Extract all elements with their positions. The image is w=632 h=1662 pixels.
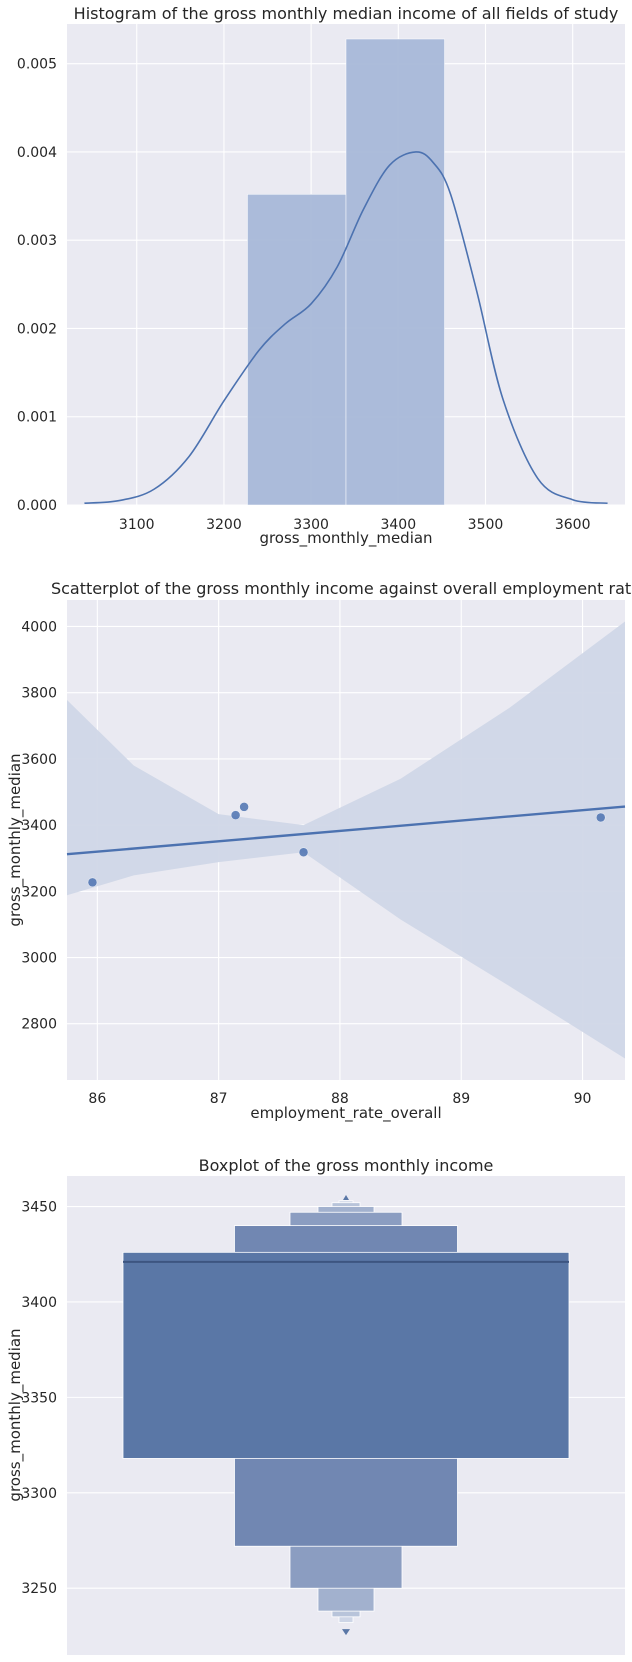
x-tick-label: 3100 bbox=[119, 517, 155, 533]
x-tick-label: 86 bbox=[88, 1091, 106, 1107]
scatter-title: Scatterplot of the gross monthly income … bbox=[51, 579, 632, 598]
y-tick-label: 3250 bbox=[21, 1581, 57, 1597]
x-tick-label: 3500 bbox=[468, 517, 504, 533]
scatter-point bbox=[230, 810, 241, 820]
outlier-marker bbox=[342, 1629, 350, 1636]
y-tick-label: 3000 bbox=[21, 951, 57, 967]
histogram-bar bbox=[345, 38, 445, 506]
boxen-boxes bbox=[122, 1194, 570, 1636]
scatter-y-ticks: 2800 3000 3200 3400 3600 3800 4000 bbox=[21, 619, 57, 1032]
scatter-point bbox=[298, 847, 309, 857]
x-tick-label: 3600 bbox=[555, 517, 591, 533]
y-tick-label: 4000 bbox=[21, 619, 57, 635]
confidence-band-layer bbox=[67, 621, 625, 1059]
histogram-bar bbox=[247, 194, 347, 506]
scatter-points bbox=[87, 802, 606, 888]
scatter-point bbox=[239, 802, 249, 812]
histogram-title: Histogram of the gross monthly median in… bbox=[74, 4, 619, 23]
histogram-chart: Histogram of the gross monthly median in… bbox=[17, 4, 625, 548]
y-tick-label: 3350 bbox=[21, 1390, 57, 1406]
scatter-x-ticks: 86 87 88 89 90 bbox=[88, 1091, 591, 1107]
y-tick-label: 3800 bbox=[21, 686, 57, 702]
boxplot-chart: Boxplot of the gross monthly income 3250… bbox=[6, 1156, 625, 1655]
y-tick-label: 3400 bbox=[21, 1295, 57, 1311]
scatter-x-label: employment_rate_overall bbox=[250, 1104, 441, 1123]
y-tick-label: 0.003 bbox=[17, 233, 57, 249]
histogram-bars bbox=[247, 38, 445, 506]
y-tick-label: 0.002 bbox=[17, 321, 57, 337]
scatter-chart: Scatterplot of the gross monthly income … bbox=[6, 579, 632, 1123]
x-tick-label: 3400 bbox=[380, 517, 416, 533]
y-tick-label: 3450 bbox=[21, 1200, 57, 1216]
boxplot-y-label: gross_monthly_median bbox=[6, 1328, 25, 1501]
x-tick-label: 87 bbox=[210, 1091, 228, 1107]
y-tick-label: 0.004 bbox=[17, 145, 57, 161]
regression-line bbox=[66, 805, 626, 856]
y-tick-label: 3400 bbox=[21, 818, 57, 834]
y-tick-label: 0.005 bbox=[17, 57, 57, 73]
boxplot-y-ticks: 3250 3300 3350 3400 3450 bbox=[21, 1200, 57, 1598]
kde-curve-layer bbox=[84, 151, 608, 505]
histogram-y-ticks: 0.000 0.001 0.002 0.003 0.004 0.005 bbox=[17, 57, 57, 514]
y-tick-label: 2800 bbox=[21, 1017, 57, 1033]
x-tick-label: 88 bbox=[331, 1091, 349, 1107]
y-tick-label: 0.000 bbox=[17, 498, 57, 514]
y-tick-label: 0.001 bbox=[17, 410, 57, 426]
histogram-x-ticks: 3100 3200 3300 3400 3500 3600 bbox=[119, 517, 591, 533]
x-tick-label: 3200 bbox=[206, 517, 242, 533]
y-tick-label: 3600 bbox=[21, 752, 57, 768]
y-tick-label: 3200 bbox=[21, 884, 57, 900]
boxen-level-box bbox=[122, 1251, 570, 1459]
y-tick-label: 3300 bbox=[21, 1486, 57, 1502]
boxplot-title: Boxplot of the gross monthly income bbox=[199, 1156, 494, 1175]
scatter-point bbox=[87, 877, 98, 888]
x-tick-label: 90 bbox=[574, 1091, 592, 1107]
regression-line-layer bbox=[66, 805, 626, 856]
x-tick-label: 3300 bbox=[293, 517, 329, 533]
histogram-x-label: gross_monthly_median bbox=[259, 529, 432, 548]
outlier-marker bbox=[343, 1194, 349, 1200]
kde-curve bbox=[84, 151, 608, 505]
confidence-band bbox=[67, 621, 625, 1059]
scatter-point bbox=[596, 812, 606, 823]
scatter-y-label: gross_monthly_median bbox=[6, 753, 25, 926]
x-tick-label: 89 bbox=[452, 1091, 470, 1107]
